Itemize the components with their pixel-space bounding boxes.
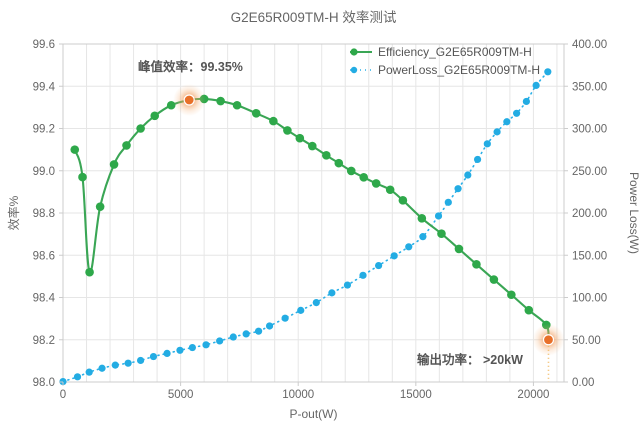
svg-text:Efficiency_G2E65R009TM-H: Efficiency_G2E65R009TM-H xyxy=(378,45,532,59)
svg-text:0.00: 0.00 xyxy=(572,377,594,389)
svg-text:峰值效率：99.35%: 峰值效率：99.35% xyxy=(138,59,243,74)
svg-text:99.2: 99.2 xyxy=(33,124,55,136)
svg-text:98.2: 98.2 xyxy=(33,335,55,347)
svg-text:Power Loss(W): Power Loss(W) xyxy=(627,172,641,254)
svg-text:输出功率： >20kW: 输出功率： >20kW xyxy=(417,352,523,367)
svg-text:300.00: 300.00 xyxy=(572,124,607,136)
svg-text:99.0: 99.0 xyxy=(33,166,55,178)
svg-text:98.8: 98.8 xyxy=(33,208,55,220)
svg-text:效率%: 效率% xyxy=(6,195,21,230)
svg-text:98.0: 98.0 xyxy=(33,377,55,389)
svg-text:200.00: 200.00 xyxy=(572,208,607,220)
svg-text:10000: 10000 xyxy=(282,389,314,401)
svg-text:400.00: 400.00 xyxy=(572,39,607,51)
svg-text:350.00: 350.00 xyxy=(572,81,607,93)
svg-text:99.6: 99.6 xyxy=(33,39,55,51)
svg-text:50.00: 50.00 xyxy=(572,335,601,347)
svg-text:250.00: 250.00 xyxy=(572,166,607,178)
svg-text:P-out(W): P-out(W) xyxy=(290,407,338,421)
svg-text:20000: 20000 xyxy=(517,389,549,401)
svg-text:99.4: 99.4 xyxy=(33,81,56,93)
svg-text:PowerLoss_G2E65R009TM-H: PowerLoss_G2E65R009TM-H xyxy=(378,63,540,77)
svg-text:0: 0 xyxy=(60,389,66,401)
svg-text:98.6: 98.6 xyxy=(33,250,55,262)
svg-text:G2E65R009TM-H 效率测试: G2E65R009TM-H 效率测试 xyxy=(231,9,397,25)
svg-text:100.00: 100.00 xyxy=(572,293,607,305)
svg-text:150.00: 150.00 xyxy=(572,250,607,262)
svg-text:98.4: 98.4 xyxy=(33,293,56,305)
svg-text:15000: 15000 xyxy=(400,389,432,401)
svg-text:5000: 5000 xyxy=(168,389,194,401)
